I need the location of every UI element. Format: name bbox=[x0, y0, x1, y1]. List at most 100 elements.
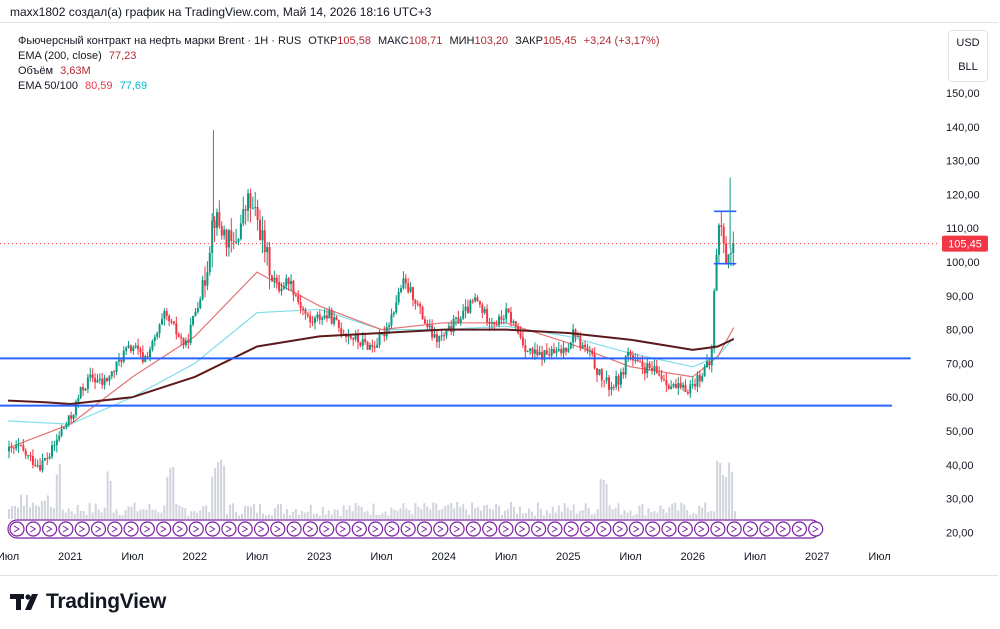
candle-body bbox=[378, 333, 381, 345]
candle-body bbox=[204, 280, 207, 286]
volume-bar bbox=[16, 507, 19, 519]
candle-body bbox=[318, 314, 321, 320]
candle-body bbox=[371, 344, 374, 347]
volume-bar bbox=[495, 503, 498, 519]
volume-bar bbox=[175, 503, 178, 519]
volume-bar bbox=[387, 515, 390, 519]
event-marker-arrow-icon bbox=[812, 525, 819, 533]
volume-bar bbox=[321, 507, 324, 519]
volume-bar bbox=[450, 503, 453, 519]
candle-body bbox=[538, 352, 541, 356]
x-tick-label: 2025 bbox=[556, 551, 580, 563]
tradingview-brand[interactable]: TradingView bbox=[10, 590, 166, 614]
candle-body bbox=[352, 338, 355, 340]
event-marker-icon bbox=[188, 521, 204, 537]
volume-bar bbox=[139, 509, 142, 519]
candle-body bbox=[206, 272, 209, 286]
volume-bar bbox=[686, 510, 689, 519]
volume-bar bbox=[527, 508, 530, 519]
candle-body bbox=[361, 339, 364, 346]
volume-bar bbox=[13, 505, 16, 519]
candle-body bbox=[512, 321, 515, 323]
volume-bar bbox=[270, 515, 273, 519]
candle-body bbox=[502, 318, 505, 320]
candle-body bbox=[168, 315, 171, 322]
candle-body bbox=[82, 387, 85, 391]
candle-body bbox=[619, 372, 622, 385]
candle-body bbox=[514, 321, 517, 327]
volume-bar bbox=[665, 512, 668, 519]
candle-body bbox=[495, 324, 498, 326]
candle-body bbox=[345, 334, 348, 337]
candle-body bbox=[536, 349, 539, 356]
x-tick-label: 2024 bbox=[432, 551, 456, 563]
candle-body bbox=[134, 345, 137, 348]
candle-body bbox=[729, 252, 732, 255]
candle-body bbox=[646, 363, 649, 374]
candle-body bbox=[466, 306, 469, 313]
symbol-row[interactable]: Фьючерсный контракт на нефть марки Brent… bbox=[18, 34, 660, 49]
candle-body bbox=[703, 367, 706, 377]
candle-body bbox=[297, 295, 300, 303]
candle-body bbox=[235, 241, 238, 243]
volume-bar bbox=[674, 502, 677, 519]
volume-bar bbox=[241, 513, 244, 519]
event-marker-arrow-icon bbox=[78, 525, 86, 533]
volume-row[interactable]: Объём 3,63M bbox=[18, 64, 660, 79]
candle-body bbox=[402, 278, 405, 289]
candle-body bbox=[347, 335, 350, 337]
volume-bar bbox=[253, 503, 256, 519]
volume-bar bbox=[551, 506, 554, 519]
volume-bar bbox=[264, 515, 267, 519]
candle-body bbox=[304, 309, 307, 314]
tradingview-logo-icon bbox=[10, 594, 38, 610]
event-marker-arrow-icon bbox=[95, 525, 102, 533]
volume-bar bbox=[327, 510, 330, 519]
candle-body bbox=[94, 378, 97, 383]
ema50-100-row[interactable]: EMA 50/100 80,59 77,69 bbox=[18, 79, 660, 94]
event-marker-icon bbox=[139, 521, 155, 537]
candle-body bbox=[115, 361, 118, 372]
volume-bar bbox=[91, 512, 94, 519]
volume-bar bbox=[199, 510, 202, 519]
volume-bar bbox=[88, 502, 91, 519]
candle-body bbox=[196, 308, 199, 312]
event-marker-icon bbox=[726, 521, 742, 537]
candle-body bbox=[395, 302, 398, 313]
chart-caption: maxx1802 создал(а) график на TradingView… bbox=[10, 5, 432, 19]
event-marker-arrow-icon bbox=[551, 525, 558, 533]
candle-body bbox=[426, 323, 429, 328]
candle-body bbox=[433, 334, 436, 338]
candle-body bbox=[230, 230, 233, 241]
volume-bar bbox=[728, 462, 731, 519]
volume-bar bbox=[52, 508, 55, 519]
volume-bar bbox=[486, 504, 489, 519]
volume-bar bbox=[593, 513, 596, 519]
price-chart[interactable]: 150,00 140,00 130,00 120,00 110,00 100,00 90,0… bbox=[0, 23, 998, 574]
event-marker-arrow-icon bbox=[682, 525, 689, 533]
volume-bar bbox=[707, 512, 710, 519]
volume-bar bbox=[336, 510, 339, 519]
candle-body bbox=[247, 193, 250, 211]
event-marker-icon bbox=[612, 521, 628, 537]
candle-body bbox=[643, 367, 646, 374]
volume-bar bbox=[641, 503, 644, 519]
candle-body bbox=[431, 325, 434, 338]
candle-body bbox=[555, 350, 558, 353]
volume-bar bbox=[184, 508, 187, 519]
volume-bar bbox=[118, 514, 121, 519]
volume-bar bbox=[668, 507, 671, 519]
candle-body bbox=[607, 377, 610, 390]
currency-unit-selector[interactable]: USD BLL bbox=[948, 30, 988, 82]
ema200-row[interactable]: EMA (200, close) 77,23 bbox=[18, 49, 660, 64]
volume-bar bbox=[109, 480, 112, 519]
volume-bar bbox=[97, 509, 100, 519]
y-tick-label: 70,00 bbox=[946, 358, 974, 370]
ema200-line bbox=[7, 328, 735, 406]
candle-body bbox=[670, 386, 673, 389]
candle-body bbox=[392, 312, 395, 315]
volume-bar bbox=[124, 510, 127, 519]
event-marker-icon bbox=[351, 521, 367, 537]
event-marker-arrow-icon bbox=[339, 525, 346, 533]
ema100-value: 77,69 bbox=[119, 80, 148, 92]
